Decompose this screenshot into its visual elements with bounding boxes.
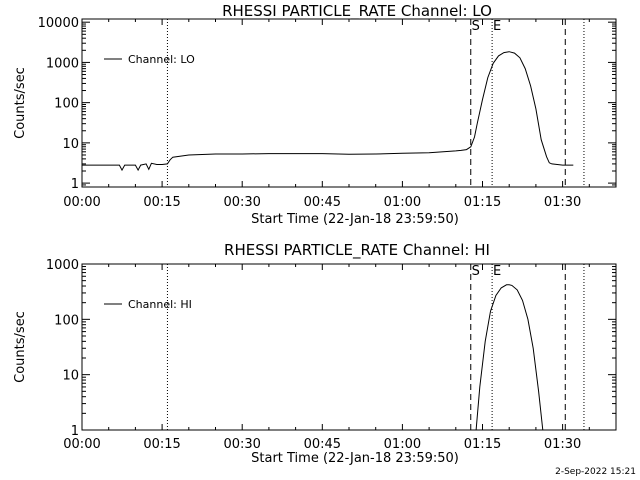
y-tick-label: 100 (54, 313, 79, 328)
x-tick-label: 00:15 (143, 195, 180, 210)
y-tick-label: 1000 (46, 56, 79, 71)
x-tick-label: 00:00 (63, 195, 100, 210)
y-tick-label: 1 (71, 177, 79, 192)
chart-title: RHESSI PARTICLE_RATE Channel: LO (222, 2, 492, 21)
x-tick-label: 00:00 (63, 437, 100, 452)
footer-timestamp: 2-Sep-2022 15:21 (555, 467, 636, 477)
y-axis-label: Counts/sec (13, 311, 28, 383)
x-tick-label: 00:15 (143, 437, 180, 452)
series-line (475, 284, 544, 430)
x-tick-label: 00:45 (304, 195, 341, 210)
x-tick-label: 01:00 (384, 195, 421, 210)
y-axis-label: Counts/sec (13, 67, 28, 139)
x-axis-label: Start Time (22-Jan-18 23:59:50) (251, 212, 459, 227)
y-tick-label: 1000 (46, 258, 79, 273)
marker-label: S (472, 264, 480, 279)
y-tick-label: 100 (54, 97, 79, 112)
y-tick-label: 1 (71, 424, 79, 439)
x-axis-label: Start Time (22-Jan-18 23:59:50) (251, 451, 459, 466)
y-tick-label: 10 (62, 369, 79, 384)
legend-label: Channel: LO (128, 53, 195, 66)
x-tick-label: 00:45 (304, 437, 341, 452)
x-tick-label: 00:30 (223, 437, 260, 452)
x-tick-label: 01:30 (544, 437, 581, 452)
panel-hi: RHESSI PARTICLE_RATE Channel: HI 00:00 00:… (13, 241, 617, 466)
marker-label: S (472, 19, 480, 34)
x-tick-label: 01:15 (464, 437, 501, 452)
panel-lo: RHESSI PARTICLE_RATE Channel: LO 00:00 00:… (13, 2, 617, 227)
y-tick-label: 10 (62, 137, 79, 152)
legend-label: Channel: HI (128, 298, 192, 311)
x-tick-label: 01:15 (464, 195, 501, 210)
marker-label: E (493, 264, 501, 279)
series-line (82, 51, 574, 172)
y-tick-label: 10000 (38, 16, 79, 31)
x-tick-label: 01:30 (544, 195, 581, 210)
chart-title: RHESSI PARTICLE_RATE Channel: HI (224, 241, 490, 260)
x-tick-label: 01:00 (384, 437, 421, 452)
marker-label: E (493, 19, 501, 34)
plot-frame (81, 18, 617, 188)
x-tick-label: 00:30 (223, 195, 260, 210)
plot-frame (81, 263, 617, 431)
